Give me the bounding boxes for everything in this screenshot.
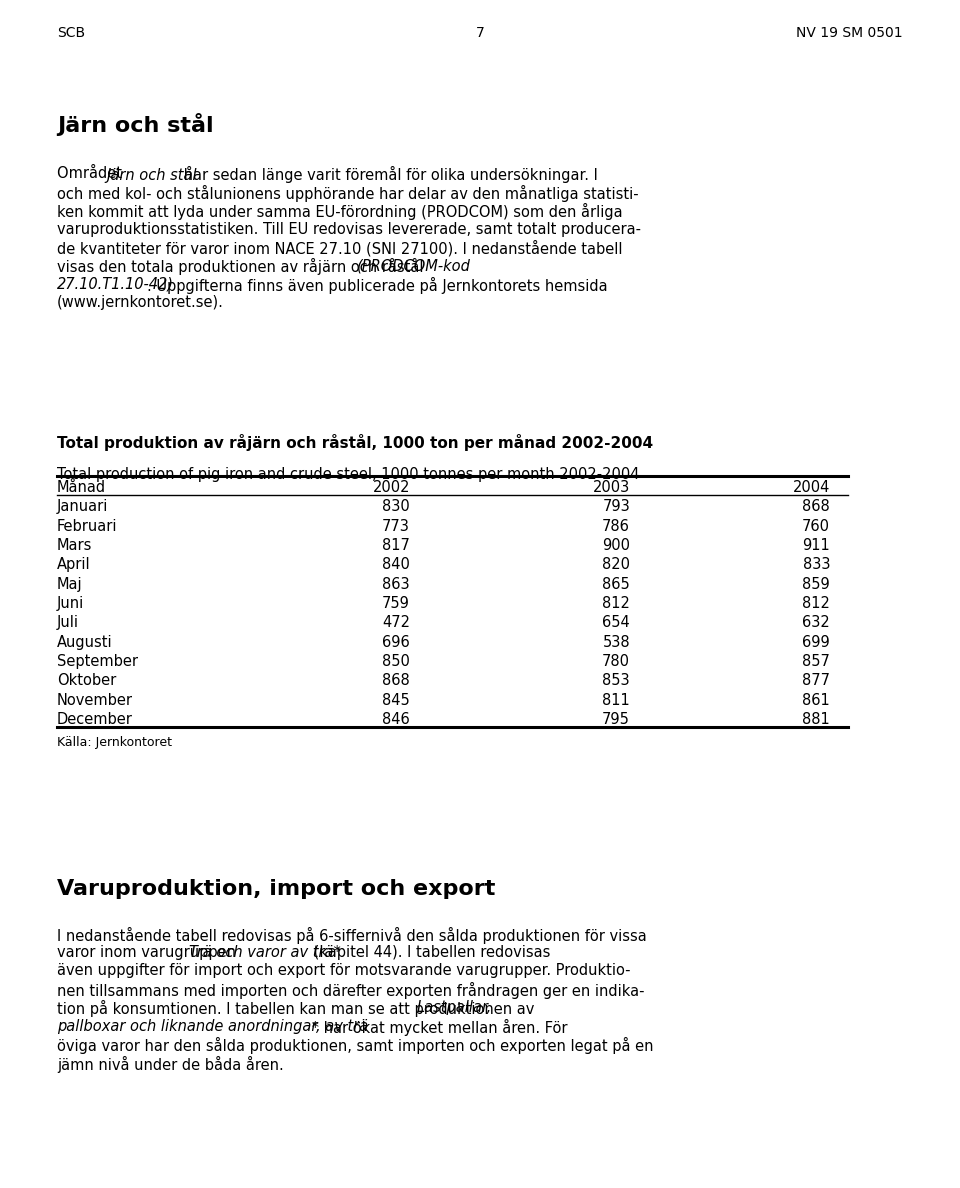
Text: 853: 853	[602, 674, 630, 688]
Text: . Uppgifterna finns även publicerade på Jernkontorets hemsida: . Uppgifterna finns även publicerade på …	[147, 277, 608, 293]
Text: 2004: 2004	[793, 480, 830, 495]
Text: Juni: Juni	[57, 596, 84, 611]
Text: Järn och stål: Järn och stål	[106, 166, 197, 183]
Text: 795: 795	[602, 712, 630, 727]
Text: April: April	[57, 557, 90, 573]
Text: 846: 846	[382, 712, 410, 727]
Text: 877: 877	[802, 674, 830, 688]
Text: Varuproduktion, import och export: Varuproduktion, import och export	[57, 879, 495, 899]
Text: 786: 786	[602, 519, 630, 533]
Text: 811: 811	[602, 693, 630, 708]
Text: 696: 696	[382, 634, 410, 650]
Text: ken kommit att lyda under samma EU-förordning (PRODCOM) som den årliga: ken kommit att lyda under samma EU-föror…	[57, 203, 623, 220]
Text: nen tillsammans med importen och därefter exporten fråndragen ger en indika-: nen tillsammans med importen och därefte…	[57, 982, 644, 999]
Text: Järn och stål: Järn och stål	[57, 113, 214, 135]
Text: varuproduktionsstatistiken. Till EU redovisas levererade, samt totalt producera-: varuproduktionsstatistiken. Till EU redo…	[57, 221, 641, 236]
Text: 812: 812	[803, 596, 830, 611]
Text: pallboxar och liknande anordningar, av trä: pallboxar och liknande anordningar, av t…	[57, 1019, 369, 1034]
Text: (www.jernkontoret.se).: (www.jernkontoret.se).	[57, 295, 224, 310]
Text: 654: 654	[602, 615, 630, 631]
Text: 780: 780	[602, 653, 630, 669]
Text: 812: 812	[602, 596, 630, 611]
Text: Juli: Juli	[57, 615, 79, 631]
Text: 840: 840	[382, 557, 410, 573]
Text: December: December	[57, 712, 132, 727]
Text: (PRODCOM-kod: (PRODCOM-kod	[357, 258, 471, 273]
Text: Källa: Jernkontoret: Källa: Jernkontoret	[57, 737, 172, 750]
Text: öviga varor har den sålda produktionen, samt importen och exporten legat på en: öviga varor har den sålda produktionen, …	[57, 1037, 654, 1054]
Text: I nedanstående tabell redovisas på 6-siffernivå den sålda produktionen för vissa: I nedanstående tabell redovisas på 6-sif…	[57, 927, 647, 943]
Text: Mars: Mars	[57, 538, 92, 552]
Text: 817: 817	[382, 538, 410, 552]
Text: 27.10.T1.10-42): 27.10.T1.10-42)	[57, 277, 174, 292]
Text: 793: 793	[602, 499, 630, 514]
Text: September: September	[57, 653, 138, 669]
Text: tion på konsumtionen. I tabellen kan man se att produktionen av: tion på konsumtionen. I tabellen kan man…	[57, 1000, 539, 1017]
Text: jämn nivå under de båda åren.: jämn nivå under de båda åren.	[57, 1056, 284, 1073]
Text: Total produktion av råjärn och råstål, 1000 ton per månad 2002-2004: Total produktion av råjärn och råstål, 1…	[57, 434, 653, 450]
Text: 830: 830	[382, 499, 410, 514]
Text: 881: 881	[803, 712, 830, 727]
Text: SCB: SCB	[57, 26, 85, 40]
Text: 833: 833	[803, 557, 830, 573]
Text: varor inom varugruppen: varor inom varugruppen	[57, 946, 241, 960]
Text: 2003: 2003	[592, 480, 630, 495]
Text: 850: 850	[382, 653, 410, 669]
Text: 632: 632	[803, 615, 830, 631]
Text: NV 19 SM 0501: NV 19 SM 0501	[797, 26, 903, 40]
Text: 911: 911	[803, 538, 830, 552]
Text: och med kol- och stålunionens upphörande har delar av den månatliga statisti-: och med kol- och stålunionens upphörande…	[57, 184, 638, 202]
Text: Trä och varor av trä*: Trä och varor av trä*	[189, 946, 341, 960]
Text: November: November	[57, 693, 133, 708]
Text: 900: 900	[602, 538, 630, 552]
Text: Total production of pig iron and crude steel, 1000 tonnes per month 2002-2004: Total production of pig iron and crude s…	[57, 467, 639, 482]
Text: Området: Området	[57, 166, 127, 182]
Text: 857: 857	[803, 653, 830, 669]
Text: Lastpallar,: Lastpallar,	[417, 1000, 492, 1016]
Text: har sedan länge varit föremål för olika undersökningar. I: har sedan länge varit föremål för olika …	[179, 166, 598, 183]
Text: Februari: Februari	[57, 519, 117, 533]
Text: 865: 865	[602, 576, 630, 592]
Text: 863: 863	[382, 576, 410, 592]
Text: 472: 472	[382, 615, 410, 631]
Text: 699: 699	[803, 634, 830, 650]
Text: Månad: Månad	[57, 480, 107, 495]
Text: 773: 773	[382, 519, 410, 533]
Text: 7: 7	[475, 26, 485, 40]
Text: * har ökat mycket mellan åren. För: * har ökat mycket mellan åren. För	[307, 1019, 567, 1036]
Text: 845: 845	[382, 693, 410, 708]
Text: 538: 538	[602, 634, 630, 650]
Text: 859: 859	[803, 576, 830, 592]
Text: (kapitel 44). I tabellen redovisas: (kapitel 44). I tabellen redovisas	[309, 946, 550, 960]
Text: visas den totala produktionen av råjärn och råstål: visas den totala produktionen av råjärn …	[57, 258, 428, 276]
Text: Augusti: Augusti	[57, 634, 112, 650]
Text: 820: 820	[602, 557, 630, 573]
Text: även uppgifter för import och export för motsvarande varugrupper. Produktio-: även uppgifter för import och export för…	[57, 963, 631, 979]
Text: 760: 760	[802, 519, 830, 533]
Text: de kvantiteter för varor inom NACE 27.10 (SNI 27100). I nedanstående tabell: de kvantiteter för varor inom NACE 27.10…	[57, 240, 622, 257]
Text: 868: 868	[803, 499, 830, 514]
Text: Maj: Maj	[57, 576, 83, 592]
Text: Januari: Januari	[57, 499, 108, 514]
Text: 2002: 2002	[372, 480, 410, 495]
Text: 868: 868	[382, 674, 410, 688]
Text: 759: 759	[382, 596, 410, 611]
Text: 861: 861	[803, 693, 830, 708]
Text: Oktober: Oktober	[57, 674, 116, 688]
